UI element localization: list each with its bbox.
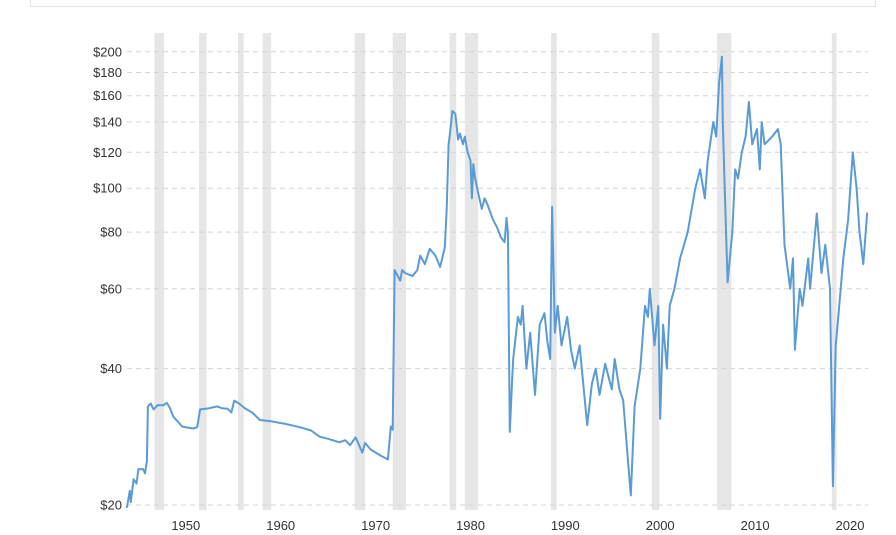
y-tick-label-3: $80 xyxy=(100,225,122,240)
panel-frame xyxy=(30,0,876,7)
x-tick-label-4: 1990 xyxy=(551,518,580,533)
x-tick-label-3: 1980 xyxy=(456,518,485,533)
y-tick-label-6: $140 xyxy=(93,115,122,130)
x-tick-label-7: 2020 xyxy=(836,518,865,533)
x-tick-label-5: 2000 xyxy=(646,518,675,533)
x-tick-label-6: 2010 xyxy=(741,518,770,533)
y-tick-label-0: $20 xyxy=(100,498,122,513)
shaded-band-9 xyxy=(651,33,660,510)
shaded-band-3 xyxy=(262,33,272,510)
shaded-band-6 xyxy=(449,33,457,510)
y-tick-label-8: $180 xyxy=(93,65,122,80)
y-tick-label-5: $120 xyxy=(93,145,122,160)
x-tick-label-0: 1950 xyxy=(171,518,200,533)
series-line-0 xyxy=(126,55,869,508)
shaded-band-7 xyxy=(464,33,479,510)
y-tick-label-2: $60 xyxy=(100,281,122,296)
x-tick-label-1: 1960 xyxy=(266,518,295,533)
gridlines xyxy=(127,51,868,506)
y-axis-labels: $20 $40 $60 $80 $100 $120 $140 $160 $180 $200 xyxy=(93,44,122,512)
y-tick-label-4: $100 xyxy=(93,181,122,196)
series-group xyxy=(126,55,869,508)
y-tick-label-7: $160 xyxy=(93,88,122,103)
shaded-band-5 xyxy=(392,33,406,510)
x-tick-label-2: 1970 xyxy=(361,518,390,533)
shaded-band-10 xyxy=(717,33,732,510)
y-tick-label-1: $40 xyxy=(100,361,122,376)
y-tick-label-9: $200 xyxy=(93,44,122,59)
shaded-bands xyxy=(154,33,837,510)
shaded-band-2 xyxy=(238,33,244,510)
shaded-band-1 xyxy=(199,33,207,510)
x-axis-labels: 1950 1960 1970 1980 1990 2000 2010 2020 xyxy=(171,518,864,533)
shaded-band-0 xyxy=(154,33,164,510)
shaded-band-11 xyxy=(831,33,837,510)
shaded-band-4 xyxy=(354,33,366,510)
